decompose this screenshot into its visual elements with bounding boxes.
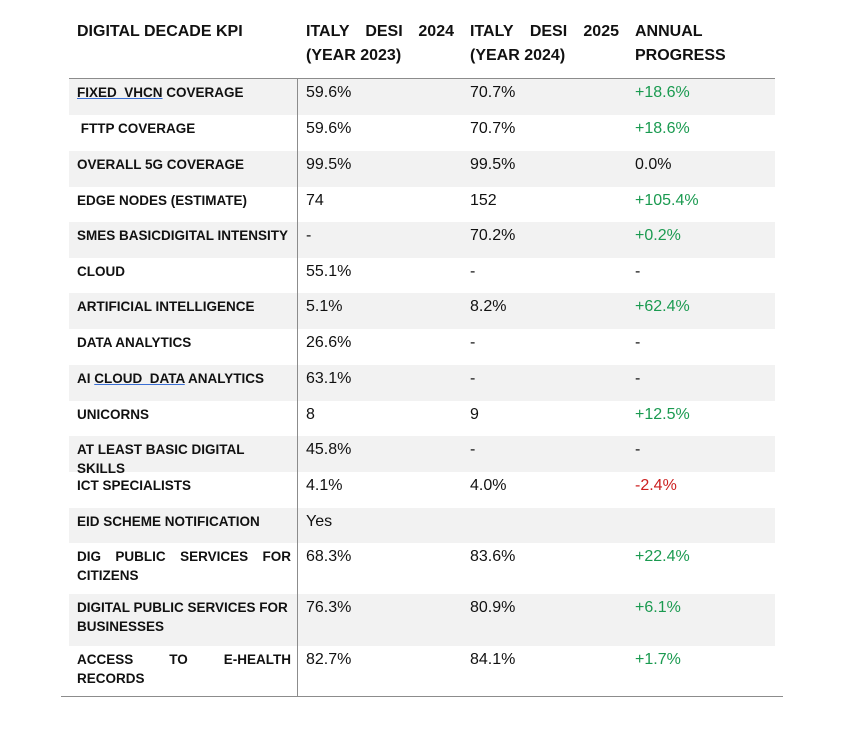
desi-2025-value: 70.7% xyxy=(470,120,516,137)
kpi-name-cell: AI CLOUD DATA ANALYTICS xyxy=(69,365,298,401)
table-row: ICT SPECIALISTS 4.1% 4.0% -2.4% xyxy=(69,472,775,508)
annual-progress-value xyxy=(627,508,775,543)
desi-2024-value: 63.1% xyxy=(306,370,352,387)
table-row: ARTIFICIAL INTELLIGENCE 5.1% 8.2% +62.4% xyxy=(69,293,775,329)
table-row: DIG PUBLIC SERVICES FOR CITIZENS 68.3% 83.… xyxy=(69,543,775,594)
desi-2024-value: 59.6% xyxy=(306,84,352,101)
annual-progress-value: +1.7% xyxy=(635,651,681,668)
table-row: AT LEAST BASIC DIGITAL SKILLS 45.8% - - xyxy=(69,436,775,476)
table-row: DATA ANALYTICS 26.6% - - xyxy=(69,329,775,365)
kpi-name-cell: ACCESS TO E-HEALTH RECORDS xyxy=(69,646,298,697)
desi-2024-value: 74 xyxy=(306,192,324,209)
table-row: FTTP COVERAGE 59.6% 70.7% +18.6% xyxy=(69,115,775,151)
kpi-name-cell: DIGITAL PUBLIC SERVICES FOR BUSINESSES xyxy=(69,594,298,646)
desi-2025-value: 152 xyxy=(470,192,497,209)
annual-progress-value: +6.1% xyxy=(635,599,681,616)
kpi-name-cell: FIXED VHCN COVERAGE xyxy=(69,79,298,115)
annual-progress-value: - xyxy=(635,263,641,280)
desi-2024-value: 76.3% xyxy=(306,599,352,616)
kpi-name-cell: EID SCHEME NOTIFICATION xyxy=(69,508,298,543)
table-body: FIXED VHCN COVERAGE 59.6% 70.7% +18.6% FTTP… xyxy=(69,79,775,697)
header-desi-2024: ITALY DESI 2024 (YEAR 2023) xyxy=(306,23,454,64)
table-bottom-rule xyxy=(61,696,783,697)
desi-2024-value: 26.6% xyxy=(306,334,352,351)
header-annual-progress: ANNUAL PROGRESS xyxy=(635,23,726,64)
desi-2024-value: 82.7% xyxy=(306,651,352,668)
desi-2024-value: 8 xyxy=(306,406,315,423)
desi-2025-value: - xyxy=(470,334,476,351)
desi-2025-value: 9 xyxy=(470,406,479,423)
annual-progress-value: 0.0% xyxy=(635,156,672,173)
annual-progress-value: +22.4% xyxy=(635,548,690,565)
kpi-name-cell: EDGE NODES (ESTIMATE) xyxy=(69,187,298,222)
desi-2025-value: - xyxy=(470,263,476,280)
annual-progress-value: +18.6% xyxy=(635,84,690,101)
annual-progress-value: - xyxy=(635,334,641,351)
kpi-name-cell: DATA ANALYTICS xyxy=(69,329,298,365)
annual-progress-value: - xyxy=(635,441,641,458)
desi-2025-value: 83.6% xyxy=(470,548,516,565)
desi-2024-value: 4.1% xyxy=(306,477,343,494)
kpi-name-cell: ICT SPECIALISTS xyxy=(69,472,298,508)
desi-2025-value: 70.7% xyxy=(470,84,516,101)
desi-2025-value: - xyxy=(470,441,476,458)
desi-2024-value: 99.5% xyxy=(306,156,352,173)
kpi-name-cell: DIG PUBLIC SERVICES FOR CITIZENS xyxy=(69,543,298,594)
kpi-name-cell: SMES BASICDIGITAL INTENSITY xyxy=(69,222,298,258)
desi-2025-value: - xyxy=(470,370,476,387)
kpi-name-cell: ARTIFICIAL INTELLIGENCE xyxy=(69,293,298,329)
desi-2024-value: 55.1% xyxy=(306,263,352,280)
table-row: EDGE NODES (ESTIMATE) 74 152 +105.4% xyxy=(69,187,775,222)
kpi-name-cell: AT LEAST BASIC DIGITAL SKILLS xyxy=(69,436,298,476)
annual-progress-value: +0.2% xyxy=(635,227,681,244)
table-row: AI CLOUD DATA ANALYTICS 63.1% - - xyxy=(69,365,775,401)
table-row: UNICORNS 8 9 +12.5% xyxy=(69,401,775,436)
table-header: DIGITAL DECADE KPI ITALY DESI 2024 (YEAR… xyxy=(69,12,775,79)
desi-2025-value xyxy=(462,508,627,543)
desi-2024-value: 68.3% xyxy=(306,548,352,565)
kpi-name-cell: UNICORNS xyxy=(69,401,298,436)
table-row: ACCESS TO E-HEALTH RECORDS 82.7% 84.1% +1.7… xyxy=(69,646,775,697)
kpi-table: DIGITAL DECADE KPI ITALY DESI 2024 (YEAR… xyxy=(61,12,783,697)
annual-progress-value: - xyxy=(635,370,641,387)
desi-2025-value: 8.2% xyxy=(470,298,507,315)
desi-2025-value: 99.5% xyxy=(470,156,516,173)
table-row: DIGITAL PUBLIC SERVICES FOR BUSINESSES 76… xyxy=(69,594,775,646)
table-row: CLOUD 55.1% - - xyxy=(69,258,775,293)
header-desi-2025: ITALY DESI 2025 (YEAR 2024) xyxy=(470,23,619,64)
annual-progress-value: +105.4% xyxy=(635,192,699,209)
table-row: OVERALL 5G COVERAGE 99.5% 99.5% 0.0% xyxy=(69,151,775,187)
desi-2025-value: 70.2% xyxy=(470,227,516,244)
table-row: SMES BASICDIGITAL INTENSITY - 70.2% +0.2% xyxy=(69,222,775,258)
annual-progress-value: +62.4% xyxy=(635,298,690,315)
table-row: EID SCHEME NOTIFICATION Yes xyxy=(69,508,775,543)
kpi-name-cell: FTTP COVERAGE xyxy=(69,115,298,151)
header-kpi: DIGITAL DECADE KPI xyxy=(77,23,243,40)
kpi-name-cell: OVERALL 5G COVERAGE xyxy=(69,151,298,187)
table-row: FIXED VHCN COVERAGE 59.6% 70.7% +18.6% xyxy=(69,79,775,115)
annual-progress-value: -2.4% xyxy=(635,477,677,494)
desi-2024-value: 59.6% xyxy=(306,120,352,137)
desi-2024-value: 5.1% xyxy=(306,298,343,315)
kpi-name-cell: CLOUD xyxy=(69,258,298,293)
annual-progress-value: +12.5% xyxy=(635,406,690,423)
annual-progress-value: +18.6% xyxy=(635,120,690,137)
desi-2025-value: 4.0% xyxy=(470,477,507,494)
desi-2024-value: 45.8% xyxy=(306,441,352,458)
desi-2024-value: Yes xyxy=(306,513,333,530)
desi-2025-value: 84.1% xyxy=(470,651,516,668)
desi-2024-value: - xyxy=(306,227,312,244)
desi-2025-value: 80.9% xyxy=(470,599,516,616)
